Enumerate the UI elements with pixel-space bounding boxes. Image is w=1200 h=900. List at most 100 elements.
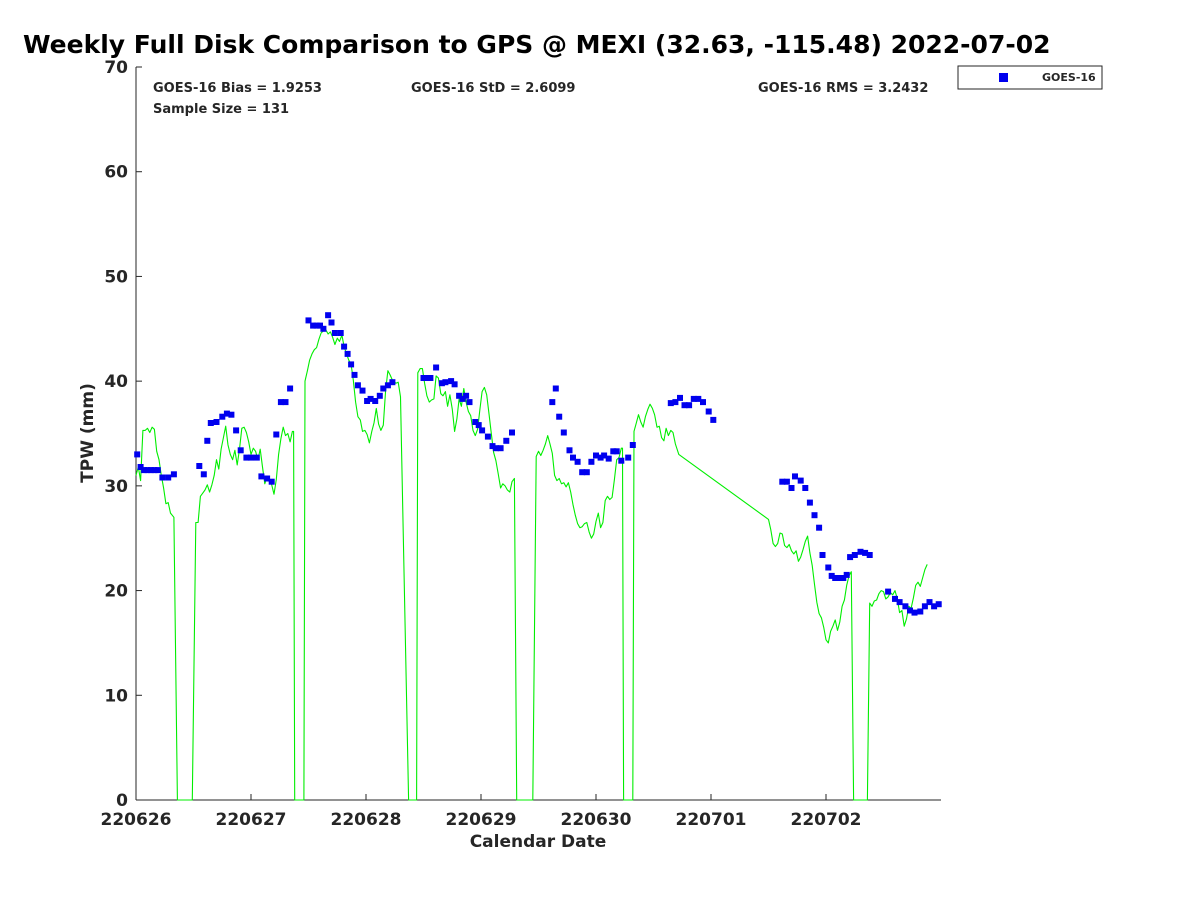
- goes16-data-point: [847, 554, 854, 561]
- goes16-data-point: [885, 588, 892, 595]
- axes: [135, 66, 941, 801]
- goes16-data-point: [147, 467, 154, 474]
- x-tick-label: 220627: [216, 810, 287, 830]
- goes16-data-point: [219, 413, 226, 420]
- goes16-data-point: [364, 398, 371, 404]
- goes16-data-point: [610, 448, 617, 455]
- goes16-data-point: [695, 395, 702, 402]
- goes16-data-point: [681, 402, 688, 409]
- goes16-data-point: [802, 485, 809, 491]
- y-tick-label: 40: [104, 372, 128, 392]
- goes16-data-point: [677, 394, 683, 401]
- goes16-data-point: [463, 392, 470, 399]
- goes16-data-point: [459, 395, 466, 402]
- x-tick-label: 220628: [331, 810, 402, 830]
- goes16-data-point: [367, 395, 374, 402]
- x-axis-label: Calendar Date: [470, 832, 607, 852]
- y-tick-label: 20: [104, 582, 128, 602]
- rms-stat: GOES-16 RMS = 3.2432: [758, 81, 928, 96]
- goes16-data-point: [816, 524, 823, 531]
- goes16-data-point: [832, 575, 839, 581]
- goes16-data-point: [287, 385, 294, 392]
- goes16-data-point: [351, 371, 358, 378]
- goes16-data-point: [797, 477, 804, 484]
- goes16-data-point: [223, 410, 230, 417]
- goes16-data-point: [448, 378, 455, 385]
- goes16-data-point: [313, 322, 320, 329]
- goes16-data-point: [840, 575, 847, 581]
- goes16-data-point: [931, 603, 938, 610]
- goes16-data-point: [509, 429, 515, 436]
- goes16-data-point: [420, 375, 427, 381]
- goes16-data-point: [579, 469, 586, 476]
- goes16-data-point: [348, 361, 355, 368]
- goes16-data-point: [497, 445, 504, 452]
- y-tick-label: 60: [104, 163, 128, 183]
- goes16-data-point: [341, 343, 348, 350]
- goes16-data-point: [228, 411, 235, 418]
- goes16-data-point: [137, 464, 144, 470]
- goes16-data-point: [170, 471, 177, 478]
- x-tick-label: 220630: [561, 810, 632, 830]
- goes16-data-point: [479, 427, 486, 434]
- goes16-data-point: [165, 474, 172, 481]
- gps-series-line: [135, 329, 928, 801]
- legend-marker: [999, 73, 1008, 82]
- goes16-data-point: [583, 469, 590, 476]
- goes16-data-point: [141, 467, 148, 474]
- goes16-data-point: [705, 408, 712, 415]
- goes16-data-point: [593, 452, 599, 459]
- goes16-data-point: [344, 350, 351, 357]
- goes16-data-point: [788, 485, 795, 491]
- goes16-data-point: [484, 433, 491, 440]
- goes16-data-point: [917, 608, 924, 615]
- goes16-data-point: [359, 387, 366, 394]
- goes16-data-point: [376, 392, 383, 399]
- goes16-data-point: [601, 452, 608, 459]
- goes16-data-point: [233, 427, 240, 434]
- goes16-data-point: [792, 473, 798, 480]
- goes16-data-point: [710, 416, 717, 423]
- goes16-data-point: [253, 454, 260, 461]
- goes16-data-point: [134, 451, 141, 458]
- y-axis-label: TPW (mm): [78, 383, 98, 483]
- goes16-data-point: [921, 603, 928, 610]
- goes16-data-point: [552, 385, 559, 392]
- goes16-data-point: [613, 448, 620, 455]
- goes16-data-point: [427, 375, 434, 381]
- goes16-data-point: [237, 447, 244, 454]
- goes16-data-point: [456, 392, 463, 399]
- goes16-data-point: [629, 442, 636, 448]
- goes16-series-markers: [134, 312, 942, 616]
- goes16-data-point: [667, 400, 674, 407]
- goes16-data-point: [907, 607, 913, 614]
- x-tick-label: 220702: [791, 810, 862, 830]
- goes16-data-point: [828, 572, 835, 579]
- goes16-data-point: [489, 443, 496, 450]
- tick-labels: 0 10 20 30 40 50 60 70 220626 220627 220628 220629 2…: [101, 58, 862, 830]
- goes16-data-point: [475, 422, 482, 429]
- goes16-data-point: [783, 478, 790, 485]
- sample-size-stat: Sample Size = 131: [153, 102, 289, 117]
- goes16-data-point: [902, 603, 909, 610]
- goes16-data-point: [466, 399, 473, 406]
- goes16-data-point: [560, 429, 567, 436]
- goes16-data-point: [857, 548, 864, 555]
- goes16-data-point: [892, 595, 898, 602]
- goes16-data-point: [305, 317, 312, 324]
- goes16-data-point: [423, 375, 430, 381]
- goes16-data-point: [700, 399, 706, 406]
- goes16-data-point: [159, 474, 166, 481]
- goes16-data-point: [686, 402, 693, 409]
- goes16-data-point: [200, 471, 207, 478]
- goes16-data-point: [835, 575, 842, 581]
- goes16-data-point: [328, 319, 335, 326]
- goes16-data-point: [588, 458, 595, 465]
- goes16-data-point: [207, 420, 214, 426]
- goes16-data-point: [372, 398, 379, 404]
- goes16-data-point: [317, 322, 323, 329]
- goes16-data-point: [204, 437, 211, 444]
- goes16-data-point: [492, 445, 499, 452]
- goes16-data-point: [433, 364, 440, 371]
